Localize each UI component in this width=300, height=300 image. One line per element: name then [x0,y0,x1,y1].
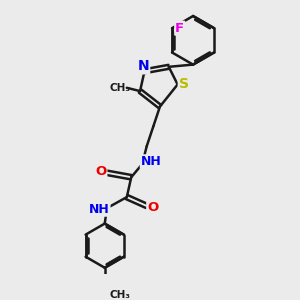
Text: N: N [138,59,149,74]
Text: NH: NH [141,155,161,168]
Text: S: S [179,77,189,92]
Text: O: O [95,165,106,178]
Text: NH: NH [89,203,110,216]
Text: CH₃: CH₃ [110,83,131,93]
Text: F: F [175,22,184,35]
Text: CH₃: CH₃ [110,290,131,300]
Text: O: O [147,200,158,214]
